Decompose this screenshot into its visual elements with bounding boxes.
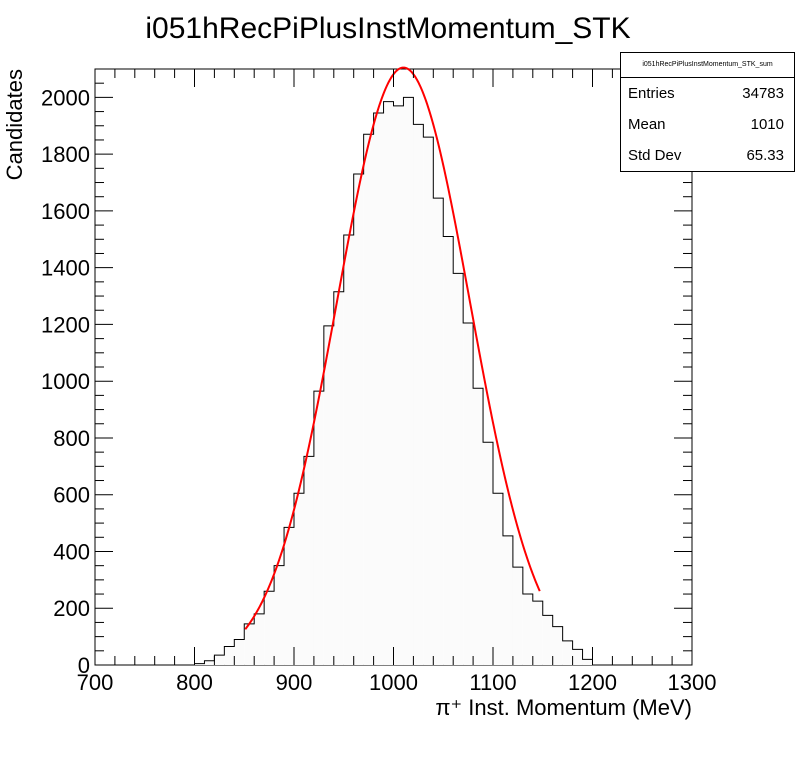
histogram-bar-fill	[333, 291, 344, 665]
histogram-bar-fill	[284, 527, 294, 665]
stats-value: 65.33	[746, 147, 784, 164]
histogram-bar-fill	[493, 493, 503, 665]
histogram-bar-fill	[214, 655, 225, 665]
x-tick-label: 1200	[568, 670, 617, 695]
histogram-bar-fill	[552, 626, 563, 665]
y-tick-label: 600	[53, 483, 90, 508]
histogram-bar-fill	[294, 493, 304, 665]
stats-label: Std Dev	[628, 147, 682, 164]
y-tick-label: 2000	[41, 85, 90, 110]
histogram-bar-fill	[463, 323, 474, 665]
histogram-bar-fill	[353, 174, 364, 665]
histogram-bar-fill	[483, 442, 493, 665]
histogram-bar-fill	[383, 101, 394, 666]
stats-value: 1010	[750, 116, 784, 133]
histogram-bar-fill	[502, 535, 513, 665]
histogram-bar-fill	[433, 198, 444, 665]
y-tick-label: 200	[53, 596, 90, 621]
histogram-bar-fill	[303, 456, 314, 665]
histogram-bar-fill	[373, 112, 384, 665]
fit-layer	[244, 66, 541, 630]
histogram-bar-fill	[473, 388, 484, 665]
x-axis-label: π⁺ Inst. Momentum (MeV)	[435, 695, 692, 720]
histogram-bar-fill	[393, 105, 404, 665]
histogram-bar-fill	[234, 639, 245, 665]
histogram-bar-fill	[453, 273, 464, 665]
y-tick-label: 1800	[41, 142, 90, 167]
histogram-bar-fill	[542, 615, 553, 665]
stats-row-entries: Entries 34783	[621, 78, 794, 109]
histogram-bar-fill	[522, 594, 533, 665]
y-tick-label: 1600	[41, 199, 90, 224]
histogram-bar-fill	[443, 236, 454, 665]
x-tick-label: 1000	[369, 670, 418, 695]
stats-label: Mean	[628, 116, 666, 133]
stats-row-stddev: Std Dev 65.33	[621, 140, 794, 171]
histogram-bar-fill	[194, 663, 205, 665]
y-tick-label: 400	[53, 539, 90, 564]
histogram-bar-fill	[532, 601, 543, 665]
histogram-bar-fill	[582, 659, 593, 665]
histogram-bar-fill	[274, 565, 285, 665]
histogram-bar-fill	[254, 613, 265, 665]
stats-value: 34783	[742, 85, 784, 102]
histogram-bar-fill	[423, 137, 434, 666]
histogram-bar-fill	[313, 391, 324, 665]
x-tick-label: 1100	[469, 670, 516, 695]
histogram-bar-fill	[413, 124, 424, 666]
histogram-bar-fill	[562, 640, 573, 665]
x-tick-label: 700	[77, 670, 114, 695]
stats-row-mean: Mean 1010	[621, 109, 794, 140]
stats-title: i051hRecPiPlusInstMomentum_STK_sum	[621, 53, 794, 78]
histogram-bar-fill	[512, 567, 523, 665]
histogram-bar-fill	[343, 235, 354, 665]
histogram-bar-fill	[204, 660, 215, 665]
x-tick-label: 1300	[668, 670, 717, 695]
histogram-outline	[194, 96, 593, 665]
y-tick-label: 0	[78, 653, 90, 678]
y-tick-label: 1200	[41, 312, 90, 337]
fit-curve	[244, 66, 541, 630]
stats-label: Entries	[628, 85, 675, 102]
y-axis-label: Candidates	[2, 69, 27, 180]
y-tick-label: 1000	[41, 369, 90, 394]
histogram-bar-fill	[264, 591, 275, 665]
histogram-bar-fill	[244, 623, 255, 665]
y-tick-label: 800	[53, 426, 90, 451]
histogram-bar-fill	[224, 646, 235, 665]
chart-title: i051hRecPiPlusInstMomentum_STK	[145, 12, 630, 45]
histogram-bar-fill	[572, 649, 583, 665]
stats-box: i051hRecPiPlusInstMomentum_STK_sum Entri…	[620, 52, 795, 172]
x-tick-label: 800	[176, 670, 213, 695]
x-axis: 700 800 900 1000 1100 1200 1300	[77, 69, 717, 695]
y-tick-label: 1400	[41, 256, 90, 281]
histogram-bar-fill	[403, 97, 414, 665]
histogram-layer	[194, 96, 593, 666]
histogram-bar-fill	[363, 134, 374, 665]
x-tick-label: 900	[276, 670, 313, 695]
histogram-bar-fill	[323, 325, 334, 665]
